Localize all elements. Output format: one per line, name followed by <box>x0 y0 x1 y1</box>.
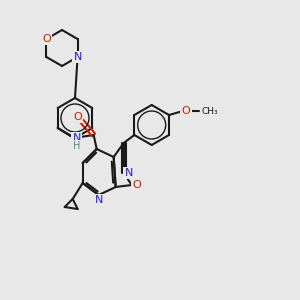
Text: N: N <box>124 168 133 178</box>
Text: N: N <box>94 195 103 205</box>
Text: N: N <box>73 133 81 143</box>
Text: N: N <box>74 52 82 62</box>
Text: O: O <box>73 112 82 122</box>
Text: CH₃: CH₃ <box>201 106 217 116</box>
Text: O: O <box>132 180 141 190</box>
Text: O: O <box>182 106 190 116</box>
Text: H: H <box>73 141 80 151</box>
Text: O: O <box>42 34 51 44</box>
